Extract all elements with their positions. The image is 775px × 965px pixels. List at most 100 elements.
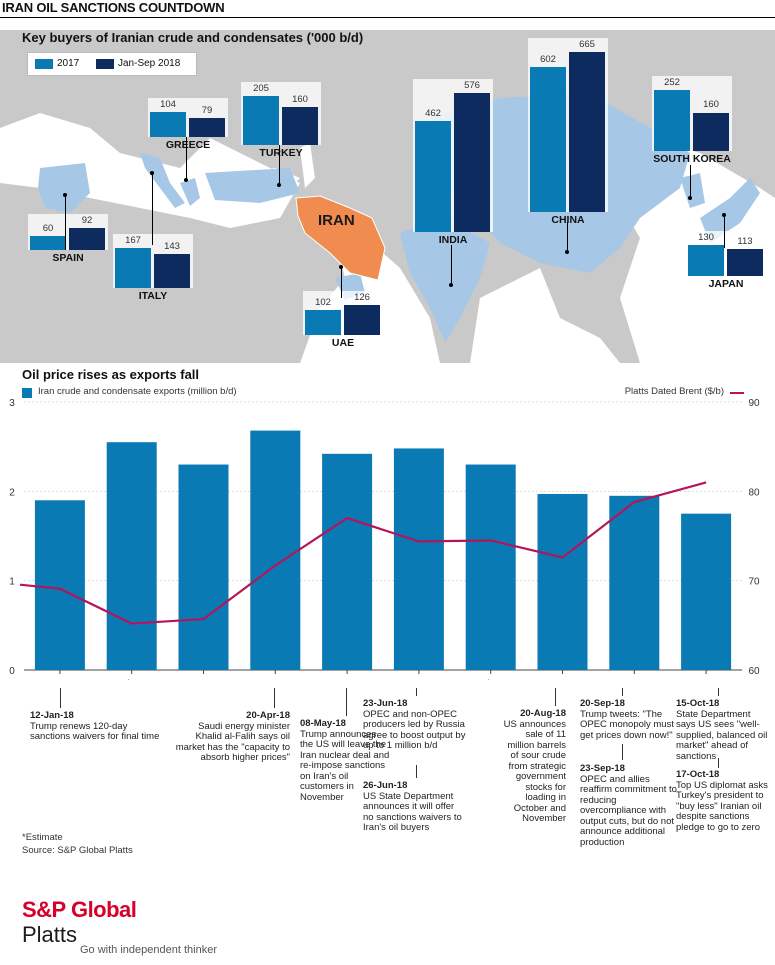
exports-price-chart: 0 1 2 3 60 70 80 90 Jan-18 Feb-18 Mar-18 Apr-18 May-…: [9, 398, 760, 680]
map-bar-value-2017: 104: [160, 98, 176, 110]
country-label: SPAIN: [52, 251, 84, 264]
annotation-date: 08-May-18: [300, 718, 346, 729]
country-label: JAPAN: [708, 277, 744, 290]
logo-platts: Platts: [22, 922, 78, 947]
map-bar-2018: [344, 304, 380, 335]
map-bar-2017: [530, 67, 566, 212]
map-bar-value-2018: 576: [464, 80, 480, 92]
map-bar-value-2017: 130: [698, 231, 714, 243]
tagline: Go with independent thinker: [80, 944, 217, 956]
y-tick-left: 1: [9, 577, 15, 588]
buyer-group-south-korea: 252 160 SOUTH KOREA: [652, 76, 732, 165]
title-divider: [0, 17, 775, 18]
annotation-connector: [718, 688, 719, 696]
legend-swatch-exports: [22, 388, 32, 398]
location-dot: [449, 283, 453, 287]
map-bar-2017: [115, 247, 151, 288]
country-label: ITALY: [138, 289, 168, 302]
annotation-date: 20-Aug-18: [520, 708, 566, 719]
annotation-text: OPEC and non-OPEC producers led by Russi…: [363, 708, 466, 751]
annotation-connector: [346, 688, 347, 716]
iran-label: IRAN: [318, 212, 355, 229]
legend-swatch-2018: [96, 59, 114, 69]
x-tick-label: Mar-18: [188, 679, 220, 680]
country-label: SOUTH KOREA: [653, 152, 731, 165]
annotation-text: Trump announces the US will leave the Ir…: [300, 728, 390, 803]
map-bar-2018: [189, 117, 225, 137]
annotation-connector: [622, 688, 623, 696]
map-bar-2018: [282, 106, 318, 145]
annotation-connector: [555, 688, 556, 706]
annotation-text: US announces sale of 11 million barrels …: [503, 718, 566, 824]
map-bar-2017: [150, 111, 186, 137]
annotation-connector: [718, 758, 719, 768]
buyer-group-china: 602 665 CHINA: [528, 38, 608, 226]
y-tick-right: 70: [748, 577, 760, 588]
export-bar: [34, 500, 85, 670]
map-bar-2018: [154, 253, 190, 288]
annotation-date: 20-Apr-18: [246, 710, 290, 721]
annotation-text: OPEC and allies reaffirm commitment to r…: [580, 773, 677, 848]
annotation-date: 26-Jun-18: [363, 780, 408, 791]
location-dot: [184, 178, 188, 182]
annotation-text: US State Department announces it will of…: [363, 790, 462, 833]
leader-line: [567, 222, 568, 252]
map-bar-2017: [305, 310, 341, 335]
annotation-date: 15-Oct-18: [676, 698, 720, 709]
location-dot: [339, 265, 343, 269]
location-dot: [565, 250, 569, 254]
leader-line: [65, 195, 66, 250]
annotation-connector: [60, 688, 61, 708]
annotation-date: 12-Jan-18: [30, 710, 74, 721]
annotation-date: 17-Oct-18: [676, 769, 720, 780]
map-bar-value-2018: 143: [164, 240, 180, 252]
map-bar-value-2018: 126: [354, 291, 370, 303]
logo-sp-global: S&P Global: [22, 897, 137, 922]
x-tick-label: May-18: [330, 679, 364, 680]
leader-line: [451, 245, 452, 285]
buyer-group-spain: 60 92 SPAIN: [28, 213, 108, 264]
timeline-annotation: 15-Oct-18 State Department says US sees "…: [676, 698, 768, 762]
y-tick-left: 2: [9, 487, 15, 498]
export-bar: [393, 448, 444, 670]
buyer-group-greece: 104 79 GREECE: [148, 97, 228, 151]
map-bar-2018: [569, 52, 605, 212]
world-map: [0, 18, 775, 363]
annotation-connector: [416, 688, 417, 696]
buyer-group-turkey: 205 160 TURKEY: [241, 81, 321, 159]
leader-line: [279, 145, 280, 185]
country-label: INDIA: [438, 233, 468, 246]
map-bar-value-2017: 252: [664, 77, 680, 89]
map-bar-2017: [688, 244, 724, 276]
export-bar: [322, 453, 373, 670]
map-bar-value-2017: 205: [253, 82, 269, 94]
location-dot: [277, 183, 281, 187]
legend-swatch-2017: [35, 59, 53, 69]
x-tick-label: Aug-18: [546, 679, 579, 680]
export-bar: [178, 464, 229, 670]
y-tick-right: 80: [748, 487, 760, 498]
country-label: CHINA: [551, 214, 585, 226]
source-note: Source: S&P Global Platts: [22, 845, 133, 856]
map-bar-2017: [415, 120, 451, 232]
map-bar-2018: [454, 93, 490, 232]
map-legend: 2017 Jan-Sep 2018: [27, 52, 197, 76]
location-dot: [722, 213, 726, 217]
timeline-annotation: 08-May-18 Trump announces the US will lea…: [300, 718, 390, 803]
country-label: GREECE: [165, 138, 211, 151]
export-bar: [609, 495, 660, 670]
x-tick-label: Jul-18: [477, 679, 505, 680]
map-bar-2018: [693, 112, 729, 151]
x-tick-label: Apr-18: [260, 679, 290, 680]
buyer-group-japan: 130 113 JAPAN: [686, 230, 766, 290]
leader-line: [186, 137, 187, 180]
map-shapes: [0, 18, 775, 363]
location-dot: [63, 193, 67, 197]
x-tick-label: Jun-18: [404, 679, 435, 680]
timeline-annotation: 12-Jan-18 Trump renews 120-day sanctions …: [30, 710, 160, 743]
annotation-text: Trump renews 120-day sanctions waivers f…: [30, 720, 160, 742]
map-bar-value-2018: 665: [579, 39, 595, 50]
annotation-text: Top US diplomat asks Turkey's president …: [676, 779, 768, 833]
y-tick-right: 90: [748, 398, 760, 409]
export-bar: [537, 494, 588, 670]
